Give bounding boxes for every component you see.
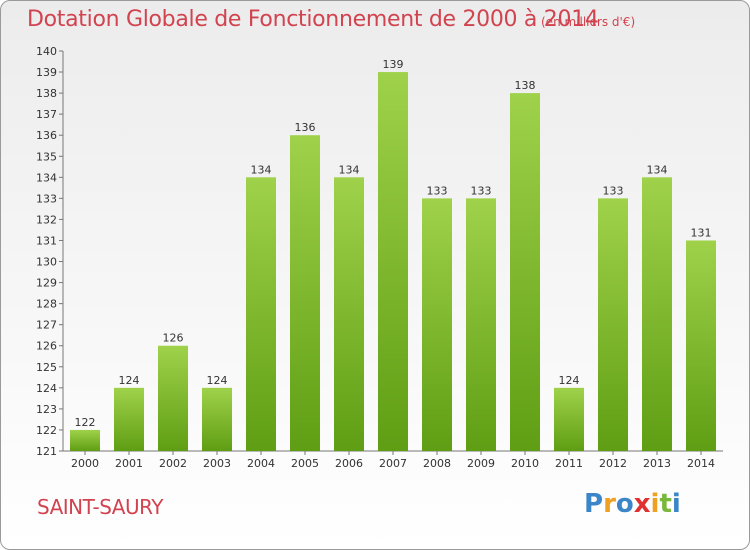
bar [114, 387, 144, 451]
bar [246, 177, 276, 451]
y-tick-label: 136 [36, 129, 57, 142]
y-tick-label: 121 [36, 445, 57, 458]
y-tick-label: 140 [36, 45, 57, 58]
logo-letter: t [659, 489, 672, 519]
x-tick-label: 2012 [599, 457, 627, 470]
bar [334, 177, 364, 451]
x-tick-label: 2001 [115, 457, 143, 470]
bar-value-label: 124 [559, 374, 580, 387]
y-tick-label: 139 [36, 66, 57, 79]
bar-value-label: 126 [163, 332, 184, 345]
logo-letter: i [671, 489, 681, 519]
place-name: SAINT-SAURY [37, 495, 163, 519]
x-tick-label: 2008 [423, 457, 451, 470]
bar [158, 345, 188, 451]
bar [642, 177, 672, 451]
bar [598, 198, 628, 451]
x-tick-label: 2013 [643, 457, 671, 470]
x-tick-label: 2004 [247, 457, 275, 470]
bar [422, 198, 452, 451]
data-labels: 122 124 126 124 134 136 134 139 133 133 138 124 133 1… [75, 58, 712, 429]
bars [70, 72, 716, 452]
logo-letter: P [584, 489, 604, 519]
x-tick-label: 2009 [467, 457, 495, 470]
y-tick-label: 135 [36, 150, 57, 163]
y-tick-label: 131 [36, 234, 57, 247]
y-tick-label: 129 [36, 277, 57, 290]
x-tick-label: 2002 [159, 457, 187, 470]
bar-value-label: 133 [427, 184, 448, 197]
bar [686, 240, 716, 451]
x-tick-label: 2000 [71, 457, 99, 470]
bar-value-label: 139 [383, 58, 404, 71]
bar-value-label: 131 [691, 226, 712, 239]
y-axis: 1211221231241251261271281291301311321331… [36, 45, 723, 458]
bar [466, 198, 496, 451]
bar-value-label: 124 [119, 374, 140, 387]
bar-value-label: 136 [295, 121, 316, 134]
x-tick-label: 2007 [379, 457, 407, 470]
x-tick-label: 2010 [511, 457, 539, 470]
bar [70, 429, 100, 451]
bar [202, 387, 232, 451]
chart-title: Dotation Globale de Fonctionnement de 20… [27, 7, 599, 32]
y-tick-label: 126 [36, 340, 57, 353]
logo-letter: r [603, 489, 616, 519]
y-tick-label: 137 [36, 108, 57, 121]
logo-letter: x [633, 489, 651, 519]
bar [378, 72, 408, 451]
y-tick-label: 128 [36, 298, 57, 311]
y-tick-label: 124 [36, 382, 57, 395]
y-tick-label: 138 [36, 87, 57, 100]
logo-letter: o [615, 489, 634, 519]
y-tick-label: 133 [36, 192, 57, 205]
y-tick-label: 130 [36, 256, 57, 269]
y-tick-label: 134 [36, 171, 57, 184]
bar-value-label: 122 [75, 416, 96, 429]
y-tick-label: 132 [36, 213, 57, 226]
bar [554, 387, 584, 451]
bar-value-label: 133 [603, 184, 624, 197]
bar [290, 135, 320, 452]
x-tick-label: 2005 [291, 457, 319, 470]
bar [510, 93, 540, 452]
bar-value-label: 138 [515, 79, 536, 92]
bar-value-label: 134 [339, 163, 360, 176]
y-tick-label: 122 [36, 424, 57, 437]
proxiti-logo: Proxiti [584, 489, 681, 519]
x-tick-label: 2006 [335, 457, 363, 470]
y-tick-label: 123 [36, 403, 57, 416]
bar-value-label: 124 [207, 374, 228, 387]
x-tick-label: 2011 [555, 457, 583, 470]
logo-letter: i [650, 489, 660, 519]
bar-value-label: 134 [251, 163, 272, 176]
chart-unit: (en milliers d'€) [541, 15, 636, 29]
y-tick-label: 125 [36, 361, 57, 374]
x-tick-label: 2003 [203, 457, 231, 470]
bar-value-label: 133 [471, 184, 492, 197]
bar-value-label: 134 [647, 163, 668, 176]
x-tick-label: 2014 [687, 457, 715, 470]
y-tick-label: 127 [36, 319, 57, 332]
x-axis-ticks: 2000 2001 2002 2003 2004 2005 2006 2007 2008 2009… [71, 451, 715, 470]
